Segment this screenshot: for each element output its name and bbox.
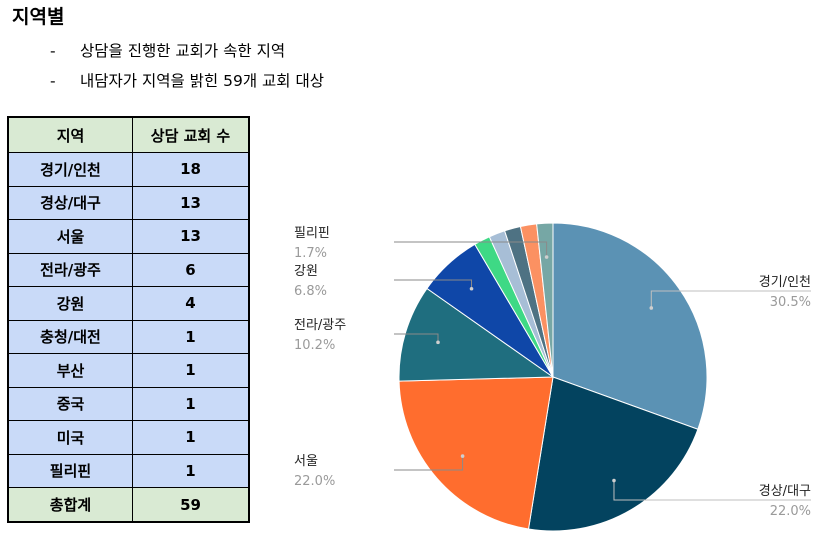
slice-label-경기-인천: 경기/인천 (759, 275, 811, 290)
slice-percent-경상-대구: 22.0% (770, 504, 811, 519)
slice-percent-필리핀: 1.7% (294, 246, 327, 261)
table-cell-region: 필리핀 (7, 453, 133, 488)
table-cell-region: 중국 (7, 386, 133, 421)
region-count-table: 지역 상담 교회 수 경기/인천 18 경상/대구 13 서울 13 전라/광주 6 강… (7, 116, 250, 523)
pie-slice-경기-인천 (552, 222, 708, 430)
pie-slices (398, 222, 708, 532)
table-row: 필리핀 1 (7, 453, 250, 488)
table-row: 서울 13 (7, 219, 250, 254)
slice-percent-서울: 22.0% (294, 474, 335, 489)
table-row: 부산 1 (7, 353, 250, 388)
leader-dot-경기-인천 (649, 306, 654, 310)
table-cell-count: 13 (132, 219, 250, 254)
bullet-list: - 상담을 진행한 교회가 속한 지역 - 내담자가 지역을 밝힌 59개 교회 대… (50, 36, 324, 96)
leader-dot-서울 (460, 454, 465, 458)
table-header-row: 지역 상담 교회 수 (7, 116, 250, 153)
table-row: 전라/광주 6 (7, 252, 250, 287)
pie-leader-lines (394, 241, 811, 501)
table-row: 미국 1 (7, 420, 250, 455)
slice-label-서울: 서울 (294, 454, 318, 469)
table-cell-region: 미국 (7, 420, 133, 455)
leader-line-서울 (394, 456, 464, 471)
table-total-label: 총합계 (7, 487, 133, 523)
slice-percent-경기-인천: 30.5% (770, 295, 811, 310)
pie-slice-전라-광주 (398, 287, 555, 382)
table-cell-region: 전라/광주 (7, 252, 133, 287)
pie-labels: 경기/인천 30.5% 경상/대구 22.0% 서울 22.0% 전라/광주 10.2% 강원 6… (294, 226, 811, 519)
pie-slice-서울 (398, 376, 554, 530)
table-cell-count: 1 (132, 453, 250, 488)
table-cell-count: 1 (132, 420, 250, 455)
bullet-item: - 상담을 진행한 교회가 속한 지역 (50, 36, 324, 66)
leader-line-경기-인천 (650, 290, 811, 308)
slice-percent-강원: 6.8% (294, 284, 327, 299)
leader-dot-강원 (469, 286, 474, 291)
leader-line-필리핀 (394, 241, 548, 258)
bullet-marker: - (50, 72, 56, 90)
slice-label-전라-광주: 전라/광주 (294, 318, 346, 333)
table-header-count: 상담 교회 수 (132, 116, 250, 153)
table-cell-region: 부산 (7, 353, 133, 388)
leader-dot-경상-대구 (612, 478, 616, 483)
slice-percent-전라-광주: 10.2% (294, 338, 335, 353)
bullet-item: - 내담자가 지역을 밝힌 59개 교회 대상 (50, 66, 324, 96)
bullet-text: 상담을 진행한 교회가 속한 지역 (80, 42, 286, 60)
bullet-text: 내담자가 지역을 밝힌 59개 교회 대상 (80, 72, 324, 90)
leader-dot-필리핀 (544, 255, 549, 259)
table-row: 중국 1 (7, 386, 250, 421)
page-title: 지역별 (12, 6, 65, 28)
table-cell-count: 1 (132, 353, 250, 388)
table-cell-count: 1 (132, 386, 250, 421)
leader-line-전라-광주 (394, 333, 439, 343)
table-total-row: 총합계 59 (7, 487, 250, 523)
pie-slice-경상-대구 (527, 376, 699, 532)
table-row: 강원 4 (7, 286, 250, 321)
bullet-marker: - (50, 42, 56, 60)
table-cell-count: 1 (132, 319, 250, 354)
leader-dot-전라-광주 (436, 340, 440, 345)
leader-line-경상-대구 (613, 480, 811, 501)
leader-line-강원 (394, 279, 473, 289)
slice-label-경상-대구: 경상/대구 (759, 484, 811, 499)
table-header-region: 지역 (7, 116, 133, 153)
table-total-value: 59 (132, 487, 250, 523)
pie-slice-필리핀 (536, 222, 554, 378)
table-cell-region: 강원 (7, 286, 133, 321)
slice-label-필리핀: 필리핀 (294, 226, 330, 241)
table-row: 충청/대전 1 (7, 319, 250, 354)
slice-label-강원: 강원 (294, 264, 318, 279)
table-cell-count: 13 (132, 185, 250, 220)
table-cell-region: 충청/대전 (7, 319, 133, 354)
